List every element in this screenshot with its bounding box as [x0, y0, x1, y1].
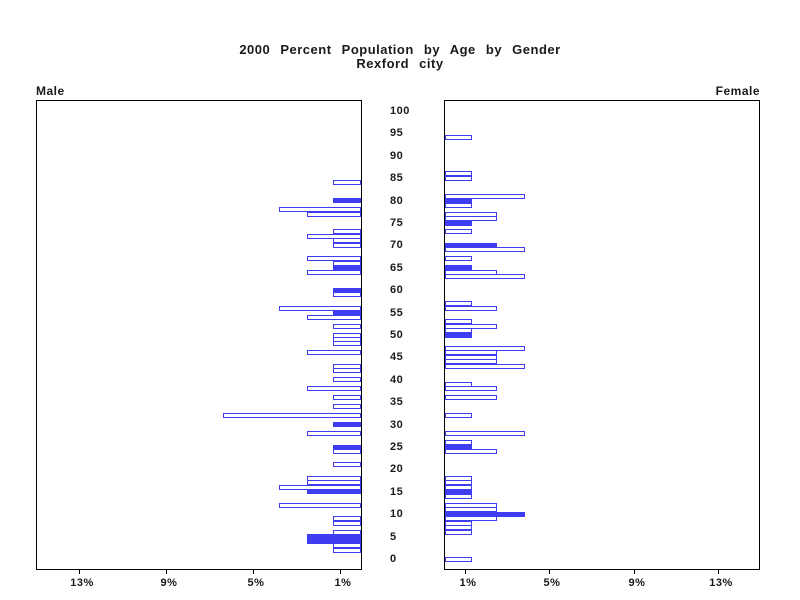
percent-tick	[718, 570, 719, 574]
male-bar-age-40	[333, 377, 361, 383]
male-bar-age-70	[333, 242, 361, 248]
male-bar-age-56	[279, 305, 361, 311]
age-tick-label: 45	[390, 351, 404, 364]
male-bar-age-64	[307, 269, 361, 275]
female-bar-age-63	[445, 274, 525, 280]
age-tick-label: 80	[390, 194, 404, 207]
percent-tick	[549, 570, 550, 574]
age-tick-label: 10	[390, 508, 404, 521]
age-tick-label: 60	[390, 284, 404, 297]
female-bar-age-28	[445, 431, 525, 437]
male-bar-age-8	[333, 520, 361, 526]
percent-tick	[634, 570, 635, 574]
age-tick-label: 50	[390, 329, 404, 341]
age-tick-label: 55	[390, 306, 404, 319]
male-bar-age-38	[307, 386, 361, 392]
male-bar-age-34	[333, 404, 361, 410]
age-tick-label: 95	[390, 127, 404, 140]
female-bar-age-81	[445, 193, 525, 199]
age-tick-label: 90	[390, 149, 404, 162]
age-tick-label: 25	[390, 441, 404, 453]
age-tick-label: 100	[390, 105, 410, 117]
female-bar-age-79	[445, 202, 472, 208]
male-bar-age-46	[307, 350, 361, 356]
female-bar-age-6	[445, 529, 472, 535]
age-tick-label: 65	[390, 261, 404, 274]
female-bar-age-43	[445, 363, 525, 369]
percent-tick-label: 13%	[70, 577, 94, 589]
male-bar-age-32	[223, 413, 361, 419]
female-bar-age-67	[445, 256, 472, 262]
percent-tick-label: 1%	[459, 577, 477, 589]
age-tick-label: 40	[390, 373, 404, 386]
age-tick-label: 5	[390, 530, 397, 543]
female-bar-age-94	[445, 135, 472, 141]
female-bar-age-24	[445, 448, 497, 454]
male-bar-age-48	[333, 341, 361, 347]
female-bar-age-36	[445, 395, 497, 401]
male-bar-age-28	[307, 431, 361, 437]
female-bar-age-73	[445, 229, 472, 235]
percent-tick	[465, 570, 466, 574]
female-bar-age-38	[445, 386, 497, 392]
percent-tick	[166, 570, 167, 574]
percent-tick-label: 5%	[247, 577, 265, 589]
male-bar-age-52	[333, 323, 361, 329]
male-bar-age-21	[333, 462, 361, 468]
female-bar-age-75	[445, 220, 472, 226]
male-bar-age-36	[333, 395, 361, 401]
male-bar-age-42	[333, 368, 361, 374]
male-bar-age-2	[333, 547, 361, 553]
female-bar-age-69	[445, 247, 525, 253]
age-tick-label: 75	[390, 217, 404, 229]
age-tick-label: 15	[390, 485, 404, 498]
age-tick-label: 0	[390, 553, 397, 565]
chart-subtitle: Rexford city	[356, 56, 444, 71]
male-bar-age-54	[307, 314, 361, 320]
age-tick-label: 30	[390, 418, 404, 431]
percent-tick-label: 9%	[628, 577, 646, 589]
male-bar-age-24	[333, 448, 361, 454]
male-bar-age-30	[333, 422, 361, 428]
percent-tick-label: 1%	[334, 577, 352, 589]
percent-tick-label: 13%	[709, 577, 733, 589]
age-tick-label: 20	[390, 463, 404, 476]
female-bar-age-85	[445, 175, 472, 181]
male-bar-age-84	[333, 180, 361, 186]
chart-title: 2000 Percent Population by Age by Gender	[239, 42, 561, 57]
percent-tick-label: 9%	[160, 577, 178, 589]
age-tick-label: 35	[390, 396, 404, 409]
percent-tick	[79, 570, 80, 574]
male-bar-age-59	[333, 292, 361, 298]
male-bar-age-77	[307, 211, 361, 217]
male-bar-age-12	[279, 502, 361, 508]
age-axis: 0 5 10 15 20 25 30 35 40 45 50 55 60 65 70 75 80 85 90 95 10…	[388, 100, 440, 570]
male-axis-label: Male	[36, 84, 65, 98]
male-bar-age-80	[333, 198, 361, 204]
female-bar-age-56	[445, 305, 497, 311]
female-bar-age-0	[445, 556, 472, 562]
age-tick-label: 85	[390, 172, 404, 185]
male-panel	[36, 100, 362, 570]
female-bar-age-32	[445, 413, 472, 419]
percent-tick	[253, 570, 254, 574]
female-panel	[444, 100, 760, 570]
female-bar-age-14	[445, 493, 472, 499]
male-bar-age-15	[307, 489, 361, 495]
female-axis-label: Female	[715, 84, 760, 98]
age-tick-label: 70	[390, 239, 404, 252]
percent-tick-label: 5%	[543, 577, 561, 589]
female-bar-age-50	[445, 332, 472, 338]
percent-tick	[340, 570, 341, 574]
